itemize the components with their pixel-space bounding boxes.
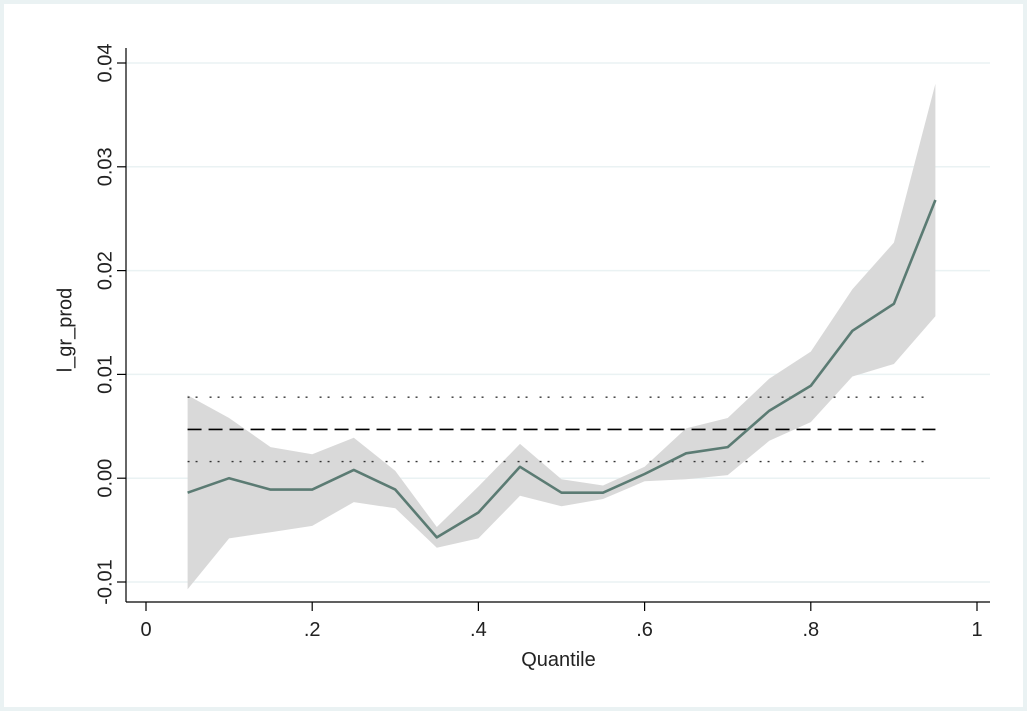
y-tick-label: 0.04 — [94, 44, 116, 83]
y-tick-label: 0.01 — [94, 355, 116, 394]
x-tick-label: 0 — [140, 619, 151, 641]
x-axis-label: Quantile — [521, 649, 596, 671]
y-tick-label: 0.03 — [94, 147, 116, 186]
y-tick-label: 0.00 — [94, 459, 116, 498]
y-axis-label: l_gr_prod — [54, 288, 76, 373]
x-tick-label: .2 — [304, 619, 321, 641]
x-tick-label: .6 — [636, 619, 653, 641]
y-tick-label: 0.02 — [94, 251, 116, 290]
x-tick-label: .4 — [470, 619, 487, 641]
y-tick-label: -0.01 — [94, 559, 116, 605]
x-tick-label: 1 — [971, 619, 982, 641]
x-tick-label: .8 — [802, 619, 819, 641]
